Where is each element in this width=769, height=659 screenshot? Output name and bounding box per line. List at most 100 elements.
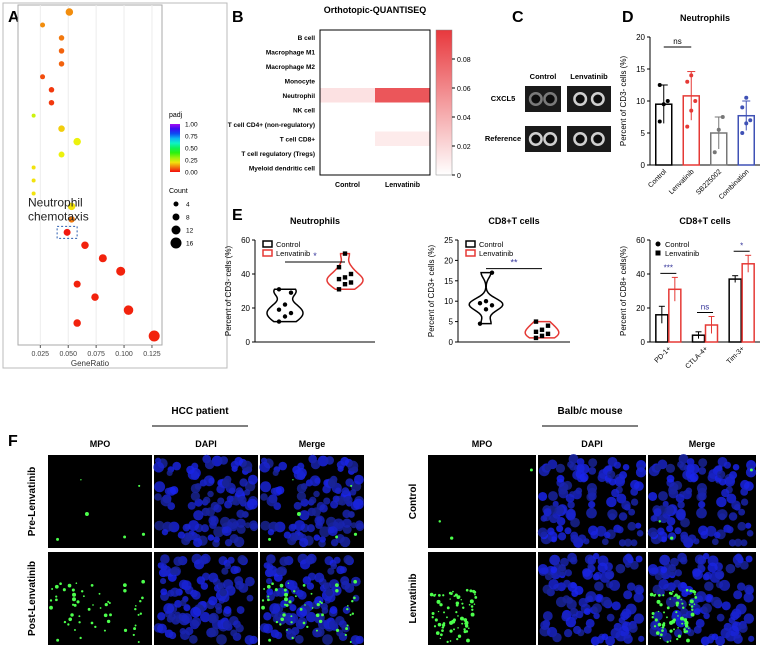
mpo-signal (107, 600, 110, 603)
nucleus (544, 464, 552, 471)
nucleus (693, 608, 701, 616)
nucleus (193, 510, 204, 521)
nucleus (306, 524, 315, 533)
nucleus (200, 524, 209, 533)
mpo-signal (460, 598, 462, 601)
nucleus (666, 516, 676, 526)
nucleus (222, 620, 232, 629)
nucleus (172, 461, 182, 471)
nucleus (227, 518, 238, 530)
mpo-signal (141, 532, 146, 536)
nucleus (552, 500, 559, 508)
mpo-signal (669, 640, 672, 642)
nucleus (575, 487, 583, 495)
legend-title: Count (169, 188, 188, 195)
nucleus (748, 635, 755, 642)
nucleus (725, 563, 736, 574)
mpo-signal (679, 616, 684, 621)
nucleus (615, 563, 626, 574)
mpo-signal (267, 598, 270, 602)
mpo-signal (463, 628, 466, 631)
mpo-signal (454, 593, 458, 597)
mpo-signal (62, 588, 66, 592)
y-tick-label: 15 (636, 65, 645, 74)
nucleus (330, 538, 339, 547)
nucleus (638, 635, 645, 642)
mpo-signal (84, 512, 89, 516)
mpo-signal (474, 593, 476, 596)
mpo-signal (346, 624, 349, 627)
mpo-signal (320, 601, 323, 605)
data-point (276, 287, 282, 292)
mpo-signal (688, 603, 691, 606)
nucleus (335, 534, 345, 544)
chart-title: CD8+T cells (488, 216, 539, 226)
significance-label: ** (510, 258, 518, 268)
data-point (342, 275, 348, 280)
nucleus (601, 538, 609, 546)
nucleus (208, 572, 219, 583)
y-tick-label: 60 (636, 236, 645, 245)
nucleus (199, 611, 211, 623)
mpo-signal (133, 627, 137, 631)
mpo-signal (431, 616, 434, 619)
mpo-signal (292, 590, 296, 593)
nucleus (711, 596, 722, 608)
mpo-signal (453, 595, 456, 597)
nucleus (594, 581, 604, 591)
nucleus (569, 463, 577, 471)
image-column-label: MPO (472, 439, 493, 449)
point (116, 266, 126, 276)
nucleus (597, 473, 607, 483)
mpo-signal (268, 537, 272, 541)
mpo-signal (441, 626, 445, 629)
nucleus (330, 562, 338, 570)
nucleus (558, 532, 567, 541)
data-point (282, 302, 288, 307)
nucleus (166, 615, 174, 623)
nucleus (235, 624, 244, 633)
nucleus (315, 521, 323, 530)
nucleus (565, 493, 575, 503)
nucleus (273, 589, 281, 597)
heat-cell (320, 88, 375, 103)
x-tick-label: Control (647, 168, 668, 189)
nucleus (555, 463, 566, 473)
nucleus (714, 531, 721, 539)
mpo-signal (316, 602, 320, 607)
x-tick-label: 0.050 (59, 351, 77, 358)
mpo-signal (671, 619, 676, 624)
y-tick-label: 0 (449, 338, 454, 347)
blot-spot (593, 134, 603, 144)
y-axis-label: Percent of CD3- cells (%) (619, 56, 628, 147)
nucleus (319, 526, 331, 538)
nucleus (717, 470, 726, 479)
nucleus (719, 579, 731, 591)
nucleus (297, 617, 308, 627)
violin (266, 288, 304, 323)
mpo-signal (71, 603, 75, 606)
nucleus (208, 612, 219, 623)
chart-title: Neutrophils (680, 13, 730, 23)
mpo-signal (654, 618, 658, 622)
mpo-signal (463, 630, 467, 634)
nucleus (588, 458, 598, 468)
mpo-signal (73, 603, 77, 607)
mpo-signal (456, 595, 460, 600)
nucleus (652, 611, 663, 621)
nucleus (239, 478, 248, 487)
legend-size-mark (172, 213, 180, 221)
nucleus (213, 536, 220, 543)
nucleus (604, 570, 615, 580)
nucleus (740, 498, 749, 506)
nucleus (595, 525, 607, 537)
legend-tick-label: 0.25 (185, 158, 198, 165)
nucleus (224, 562, 232, 570)
y-tick-label: 5 (641, 129, 646, 138)
nucleus (630, 498, 639, 506)
nucleus (680, 517, 690, 528)
nucleus (302, 576, 312, 585)
nucleus (723, 461, 731, 469)
mpo-signal (431, 612, 435, 616)
data-point (539, 333, 545, 339)
